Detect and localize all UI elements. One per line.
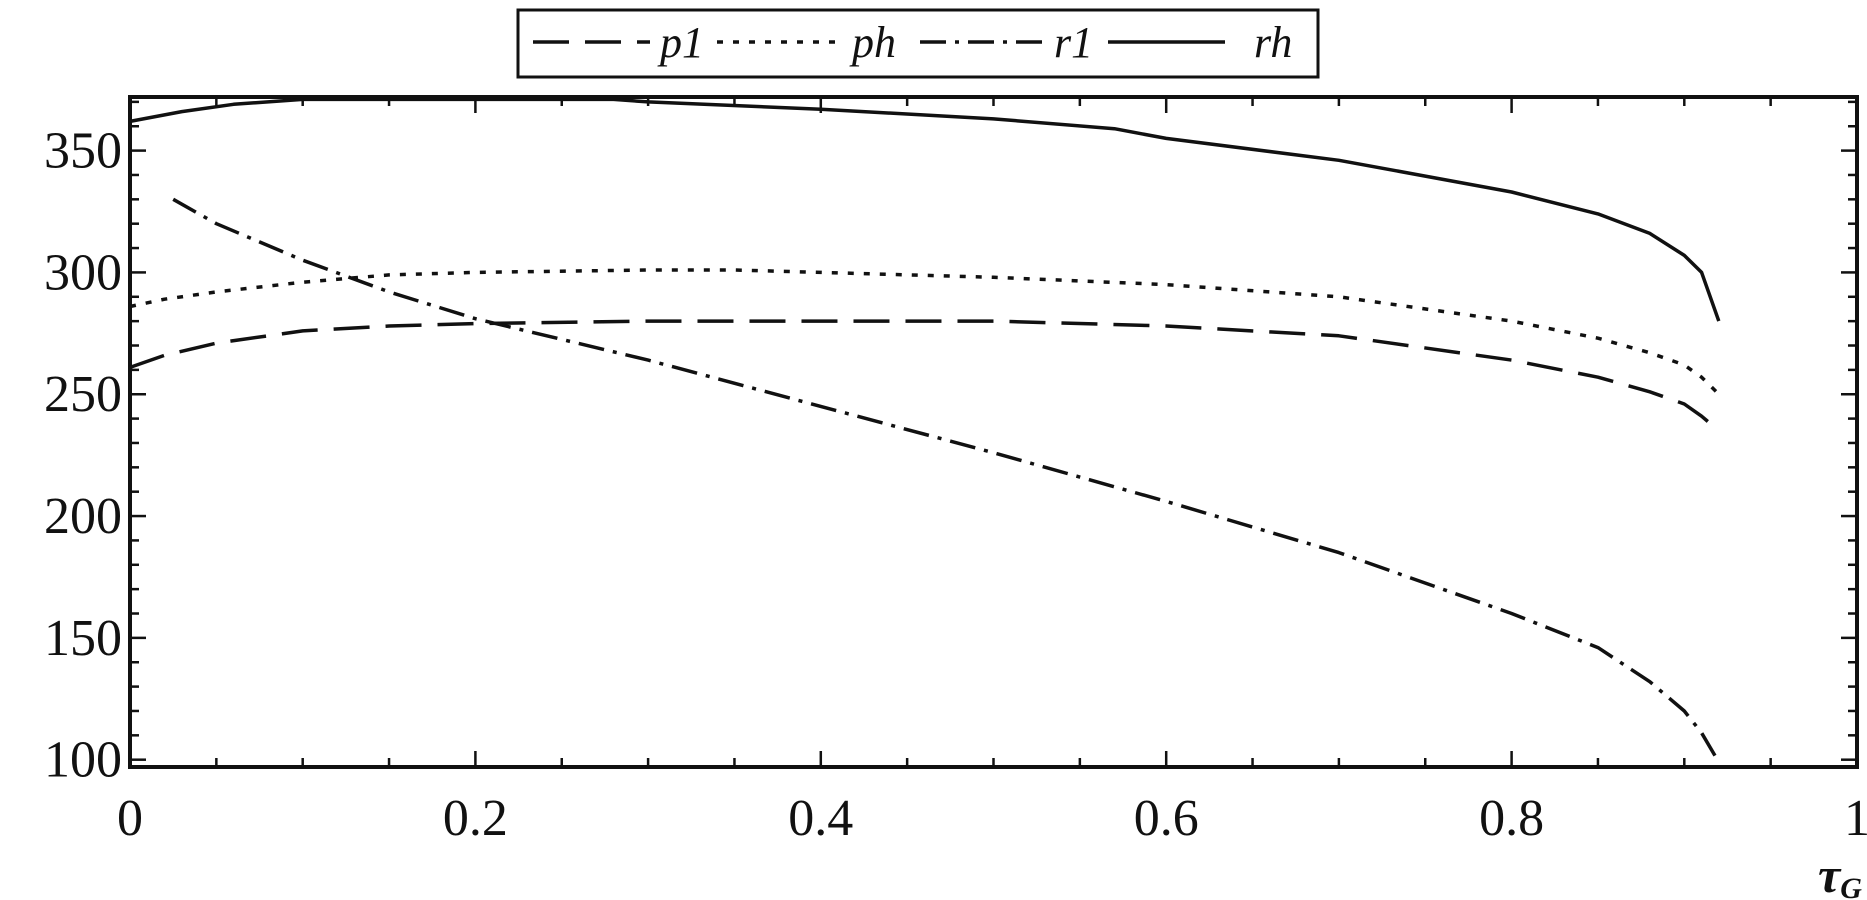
series-line-r1 [172, 197, 1721, 763]
y-tick-label: 150 [44, 610, 122, 667]
y-tick-label: 250 [44, 366, 122, 423]
legend-label-r1: r1 [1054, 18, 1093, 67]
x-axis-label-subscript: G [1840, 872, 1862, 900]
series-line-rh [129, 97, 1721, 322]
x-tick-label: 0.2 [443, 790, 508, 847]
x-axis: 0 0.2 0.4 0.6 0.8 1 [117, 97, 1867, 847]
x-tick-label: 0 [117, 790, 143, 847]
y-tick-label: 350 [44, 123, 122, 180]
legend-label-ph: ph [849, 18, 896, 67]
legend: p1 ph r1 rh [516, 8, 1320, 79]
x-tick-label: 0.4 [788, 790, 853, 847]
plot-frame [128, 95, 1859, 769]
series-layer [129, 97, 1721, 763]
legend-label-p1: p1 [657, 18, 704, 67]
x-tick-label: 1 [1844, 790, 1867, 847]
legend-label-rh: rh [1254, 18, 1292, 67]
y-tick-label: 200 [44, 488, 122, 545]
y-axis: 100 150 200 250 300 350 [44, 100, 1857, 789]
y-tick-label: 100 [44, 732, 122, 789]
series-line-p1 [129, 319, 1720, 433]
x-axis-label-main: τ [1818, 847, 1842, 900]
x-tick-label: 0.8 [1479, 790, 1544, 847]
y-tick-label: 300 [44, 244, 122, 301]
x-tick-label: 0.6 [1134, 790, 1199, 847]
series-line-ph [129, 268, 1721, 396]
x-axis-label: τG [1818, 847, 1862, 900]
